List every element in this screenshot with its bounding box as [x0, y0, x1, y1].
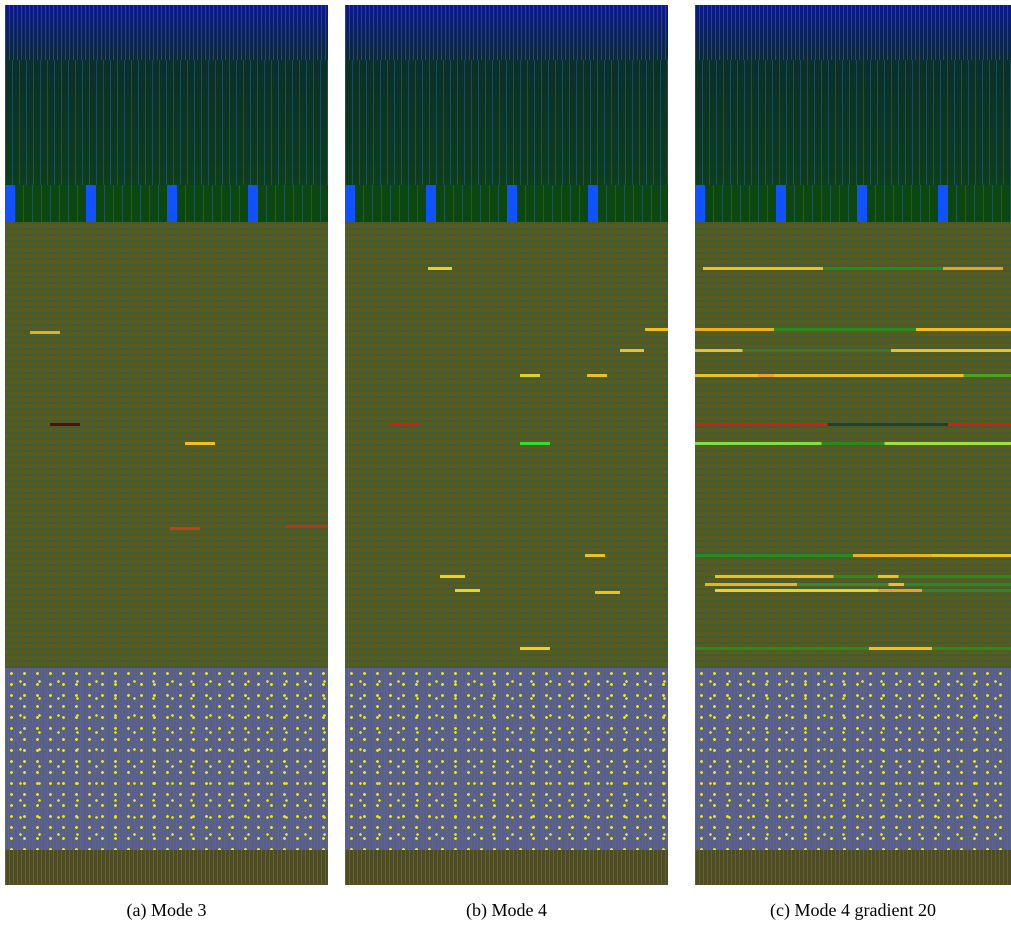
- panel-image: [5, 5, 328, 885]
- streak: [520, 442, 550, 445]
- streak: [520, 647, 550, 650]
- band: [345, 850, 668, 885]
- streak: [703, 267, 1003, 270]
- band: [345, 5, 668, 60]
- block: [857, 185, 867, 222]
- band: [695, 5, 1011, 60]
- streak: [390, 423, 420, 426]
- band: [5, 850, 328, 885]
- block: [426, 185, 436, 222]
- streak: [285, 525, 328, 528]
- band: [695, 60, 1011, 185]
- block: [695, 185, 705, 222]
- streak: [428, 267, 452, 270]
- band: [695, 668, 1011, 850]
- block: [588, 185, 598, 222]
- streak: [715, 589, 1011, 592]
- band: [695, 222, 1011, 668]
- streak: [705, 583, 1011, 586]
- band: [345, 185, 668, 222]
- panel-image: [345, 5, 668, 885]
- streak: [170, 527, 200, 530]
- caption: (a) Mode 3: [126, 900, 207, 920]
- band: [5, 5, 328, 60]
- block: [507, 185, 517, 222]
- streak: [645, 328, 668, 331]
- block: [776, 185, 786, 222]
- streak: [585, 554, 605, 557]
- streak: [695, 647, 1011, 650]
- caption: (b) Mode 4: [466, 900, 547, 920]
- streak: [695, 328, 1011, 331]
- band: [695, 185, 1011, 222]
- band: [5, 185, 328, 222]
- band: [345, 222, 668, 668]
- band: [5, 222, 328, 668]
- streak: [595, 591, 620, 594]
- streak: [695, 554, 1011, 557]
- streak: [620, 349, 644, 352]
- streak: [695, 423, 1011, 426]
- block: [5, 185, 15, 222]
- streak: [30, 331, 60, 334]
- block: [248, 185, 258, 222]
- streak: [440, 575, 465, 578]
- streak: [520, 374, 540, 377]
- streak: [715, 575, 1011, 578]
- streak: [695, 442, 1011, 445]
- streak: [50, 423, 80, 426]
- block: [167, 185, 177, 222]
- block: [345, 185, 355, 222]
- band: [345, 668, 668, 850]
- caption: (c) Mode 4 gradient 20: [770, 900, 936, 920]
- band: [5, 60, 328, 185]
- streak: [695, 349, 1011, 352]
- band: [345, 60, 668, 185]
- streak: [455, 589, 480, 592]
- band: [5, 668, 328, 850]
- block: [86, 185, 96, 222]
- panel-image: [695, 5, 1011, 885]
- streak: [695, 374, 1011, 377]
- block: [938, 185, 948, 222]
- streak: [587, 374, 607, 377]
- band: [695, 850, 1011, 885]
- streak: [185, 442, 215, 445]
